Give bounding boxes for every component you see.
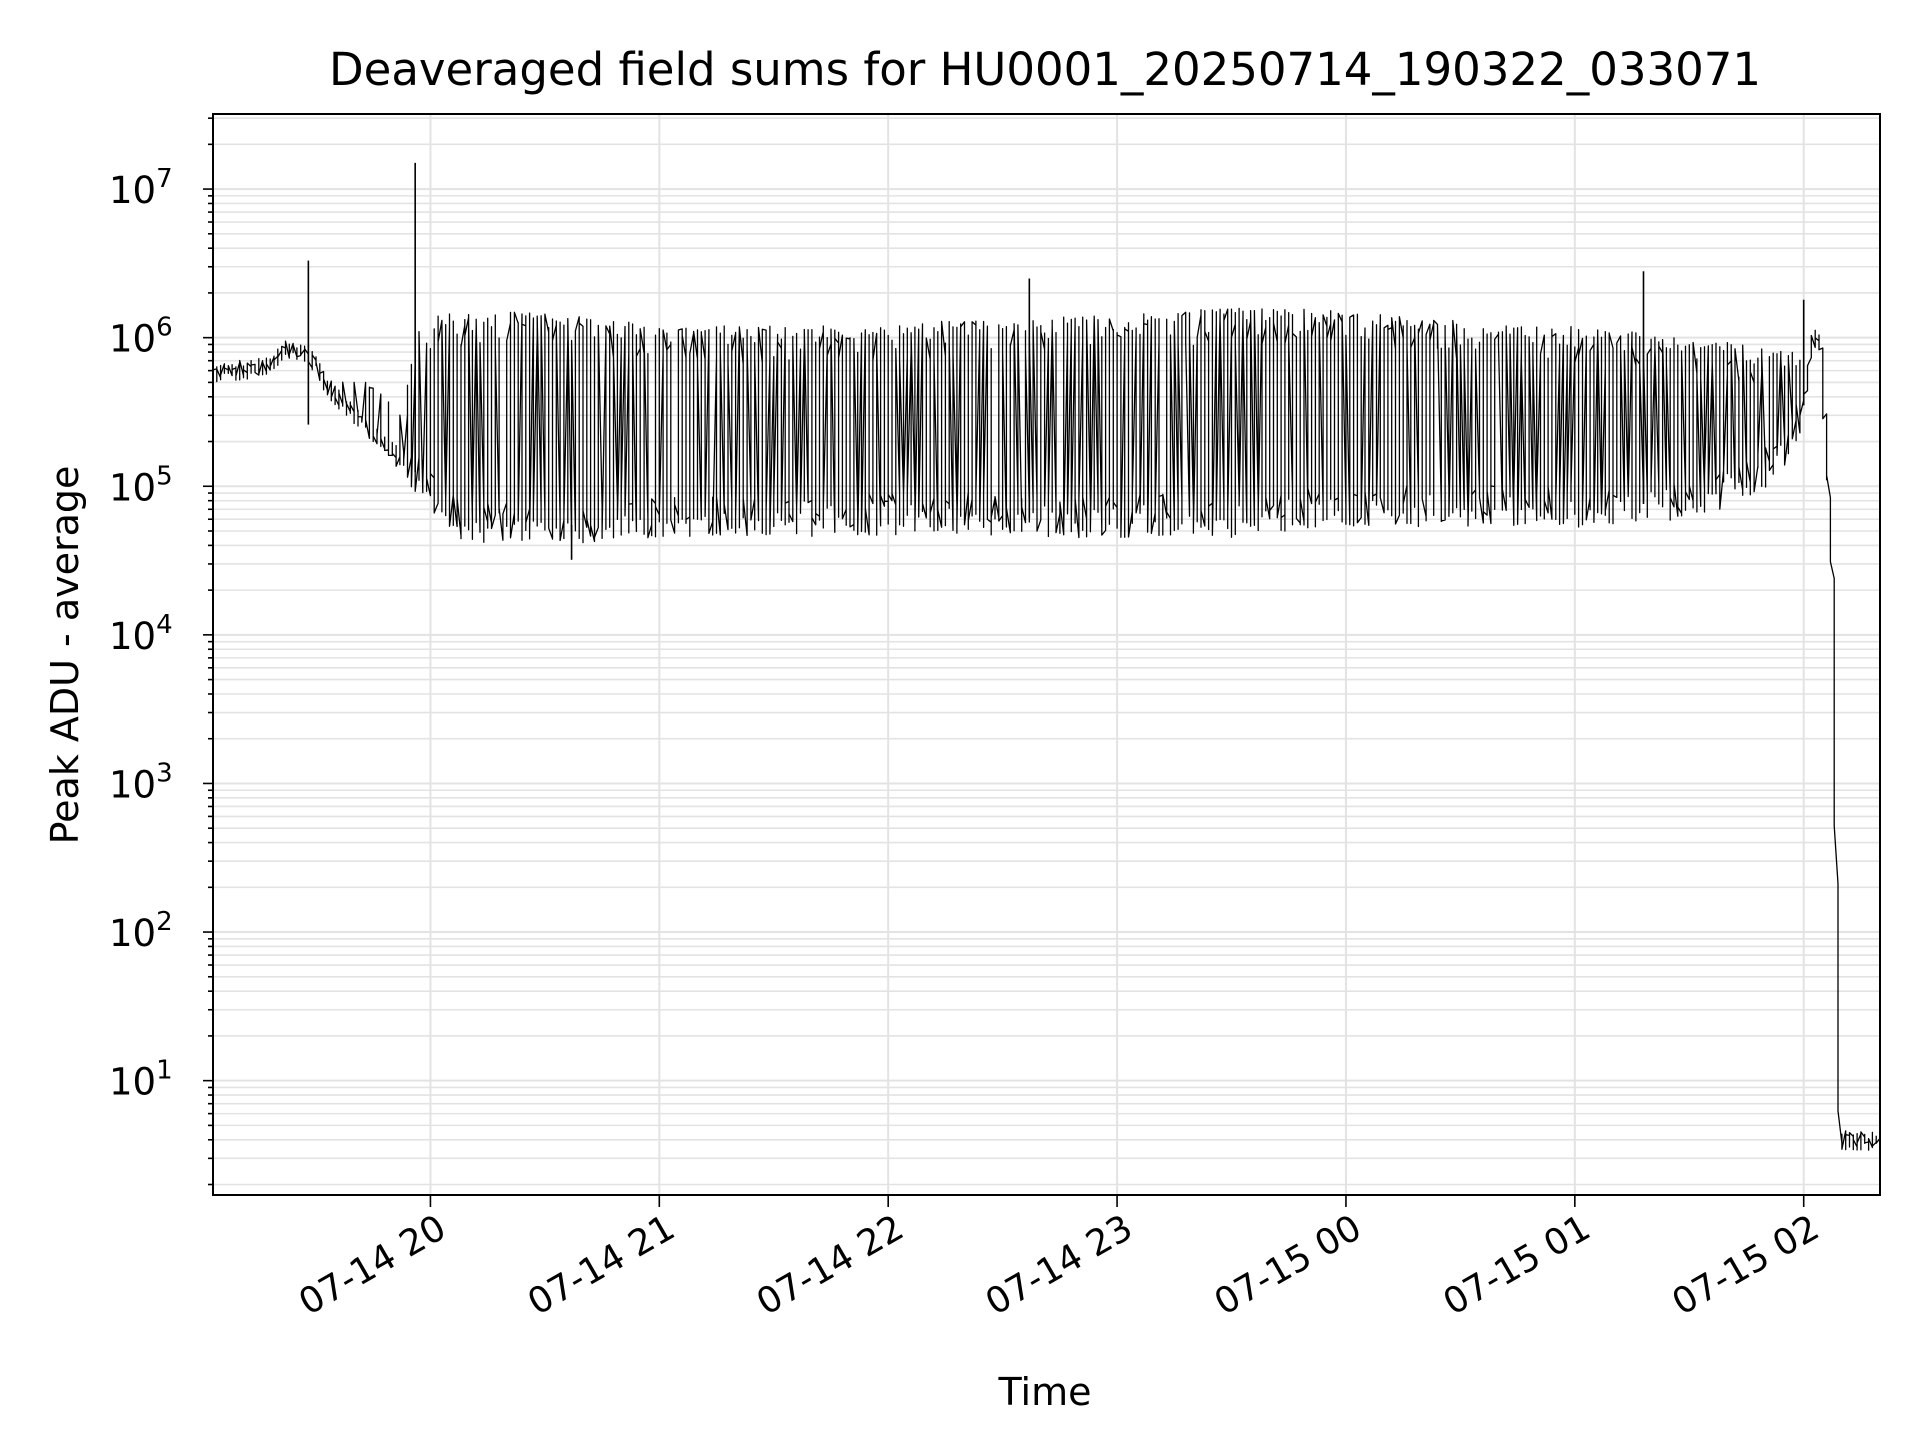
- y-tick-label: 103: [109, 758, 173, 806]
- y-axis-label: Peak ADU - average: [43, 466, 87, 845]
- y-tick-label: 101: [109, 1056, 173, 1104]
- y-tick-label: 102: [109, 907, 173, 955]
- plot-area: [212, 162, 1881, 1151]
- chart-title: Deaveraged field sums for HU0001_2025071…: [329, 43, 1761, 96]
- y-tick-label: 106: [109, 313, 173, 361]
- grid: [213, 114, 1880, 1195]
- plot-frame: [212, 113, 1881, 1196]
- y-tick-label: 104: [109, 610, 173, 658]
- y-axis: 101 102 103 104 105 106 107: [109, 117, 213, 1186]
- y-tick-label: 107: [109, 164, 173, 212]
- data-series-line: [212, 307, 1881, 1151]
- x-axis-label: Time: [998, 1370, 1092, 1414]
- y-tick-label: 105: [109, 461, 173, 509]
